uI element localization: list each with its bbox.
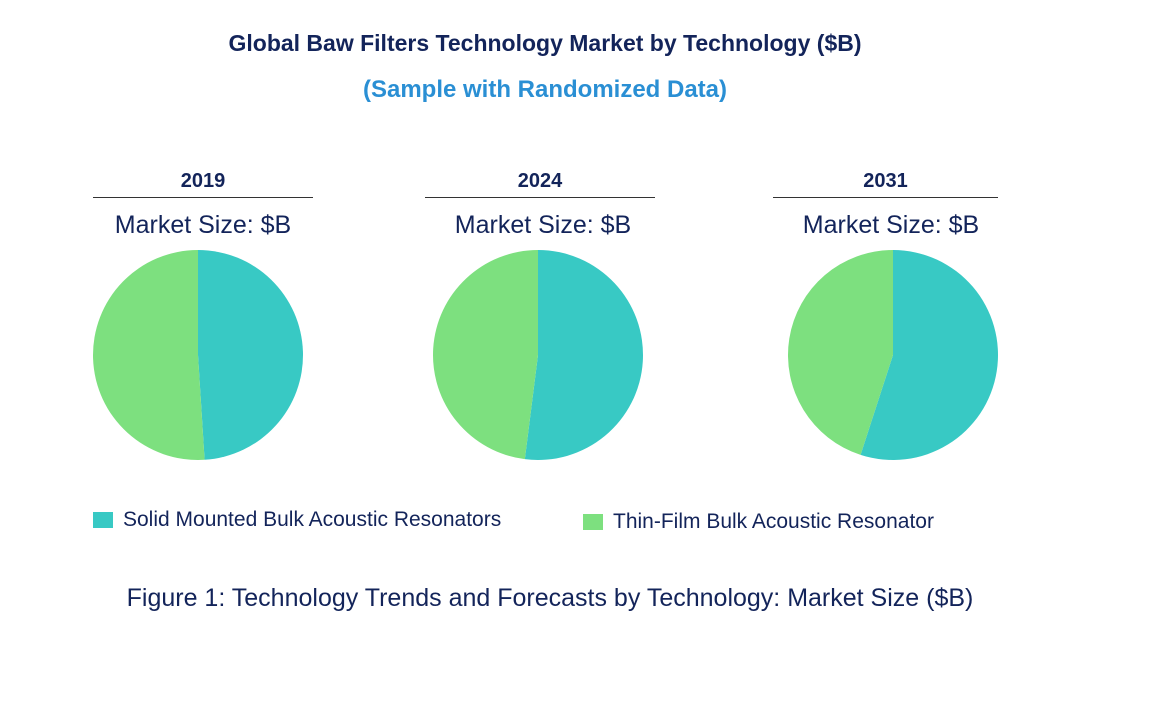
market-size-label-2024: Market Size: $B	[454, 211, 632, 239]
pie-slice-2024-1	[432, 250, 538, 460]
year-label-2024: 2024	[425, 170, 655, 198]
market-size-label-2019: Market Size: $B	[114, 211, 292, 239]
market-size-label-2031: Market Size: $B	[802, 211, 980, 239]
legend-item-fbar: Thin-Film Bulk Acoustic Resonator	[583, 510, 934, 534]
pie-slice-2019-0	[198, 250, 304, 460]
year-label-2031: 2031	[773, 170, 998, 198]
legend-swatch	[583, 514, 603, 530]
legend-swatch	[93, 512, 113, 528]
pie-slice-2019-1	[93, 250, 205, 460]
figure-caption: Figure 1: Technology Trends and Forecast…	[126, 584, 974, 612]
year-label-2019: 2019	[93, 170, 313, 198]
legend-label: Solid Mounted Bulk Acoustic Resonators	[123, 508, 502, 531]
legend-label: Thin-Film Bulk Acoustic Resonator	[613, 510, 934, 533]
pie-slice-2031-1	[788, 250, 893, 455]
chart-title: Global Baw Filters Technology Market by …	[228, 30, 862, 56]
pie-slice-2024-0	[524, 250, 643, 460]
pie-slice-2031-0	[860, 250, 999, 460]
legend-item-smbar: Solid Mounted Bulk Acoustic Resonators	[93, 508, 501, 532]
chart-subtitle: (Sample with Randomized Data)	[362, 76, 728, 103]
